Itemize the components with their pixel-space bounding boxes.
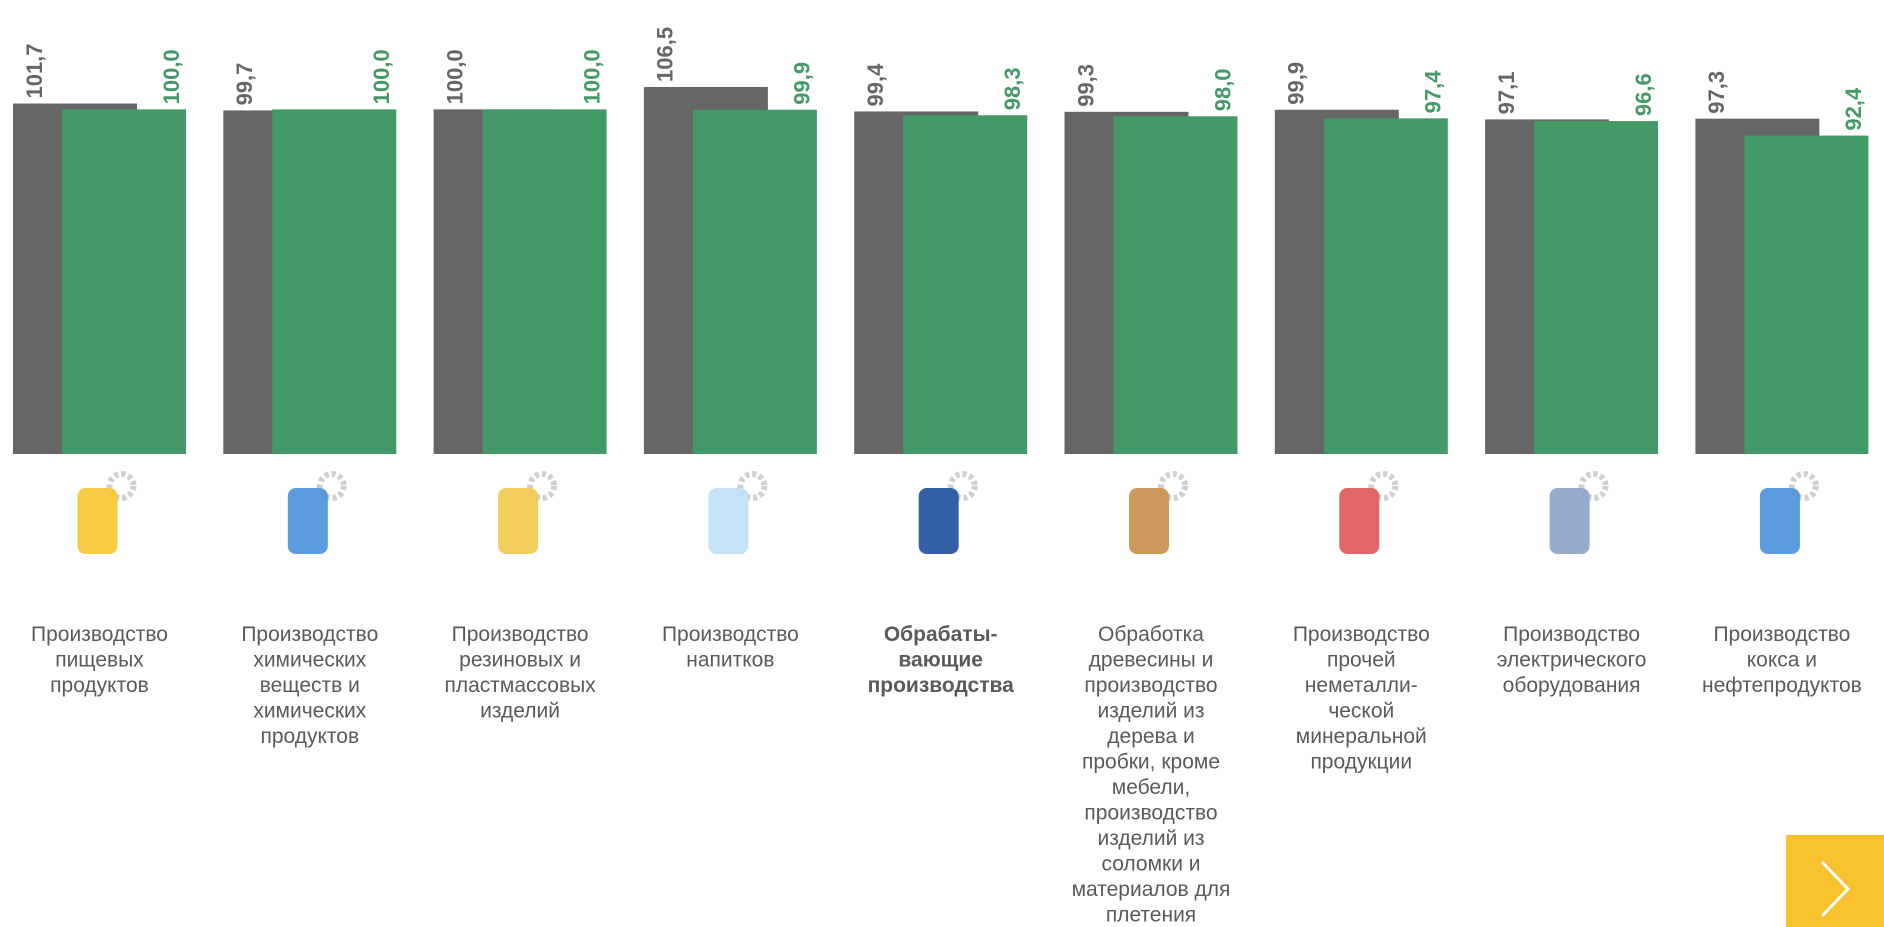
value-label: 99,7	[232, 63, 257, 106]
category-label: Производство	[1293, 623, 1430, 646]
value-label: 98,0	[1210, 68, 1235, 111]
value-label: 96,6	[1631, 73, 1656, 116]
category-label: древесины и	[1089, 649, 1214, 672]
icon-shape	[919, 488, 959, 554]
value-label: 98,3	[1000, 67, 1025, 110]
category-label: напитков	[686, 649, 774, 672]
category-label: вающие	[898, 649, 983, 672]
icons	[78, 474, 1816, 554]
category-label: соломки и	[1101, 853, 1200, 876]
category-label: Производство	[241, 623, 378, 646]
category-label: дерева и	[1107, 725, 1194, 748]
icon-shape	[1550, 488, 1590, 554]
icon-shape	[498, 488, 538, 554]
bar	[272, 109, 396, 454]
bar	[693, 110, 817, 454]
page: 101,7100,0Производствопищевыхпродуктов99…	[0, 0, 1884, 927]
bar	[1114, 116, 1238, 454]
category-label: материалов для	[1072, 878, 1231, 901]
category-label: продукции	[1310, 751, 1412, 774]
category-label: минеральной	[1296, 725, 1427, 748]
icon-shape	[1129, 488, 1169, 554]
bar	[1744, 136, 1868, 454]
category-label: резиновых и	[459, 649, 581, 672]
icon-shape	[708, 488, 748, 554]
category-label: производство	[1084, 802, 1217, 825]
next-button[interactable]	[1786, 835, 1884, 927]
category-label: мебели,	[1112, 776, 1190, 799]
value-label: 100,0	[369, 49, 394, 104]
category-label: Производство	[1713, 623, 1850, 646]
value-label: 99,9	[790, 62, 815, 105]
category-label: производство	[1084, 674, 1217, 697]
category-label: плетения	[1106, 904, 1196, 927]
category-label: пластмассовых	[444, 674, 596, 697]
category-label: Производство	[31, 623, 168, 646]
icon-shape	[288, 488, 328, 554]
bar	[1534, 121, 1658, 454]
category-label: ческой	[1328, 700, 1394, 723]
bar	[62, 109, 186, 454]
category-label: Производство	[452, 623, 589, 646]
value-label: 99,3	[1073, 64, 1098, 107]
category-label: Производство	[1503, 623, 1640, 646]
bar	[483, 109, 607, 454]
icon-shape	[1760, 488, 1800, 554]
value-label: 100,0	[159, 49, 184, 104]
bar	[1324, 118, 1448, 454]
value-label: 101,7	[22, 43, 47, 98]
category-label: электрического	[1497, 649, 1647, 672]
category-label: изделий	[480, 700, 560, 723]
category-label: изделий из	[1097, 827, 1204, 850]
category-label: веществ и	[260, 674, 360, 697]
category-label: пищевых	[55, 649, 144, 672]
category-label: продуктов	[50, 674, 149, 697]
category-label: изделий из	[1097, 700, 1204, 723]
value-label: 99,9	[1284, 62, 1309, 105]
icon-shape	[78, 488, 118, 554]
category-label: пробки, кроме	[1082, 751, 1220, 774]
value-label: 106,5	[653, 27, 678, 82]
category-label: прочей	[1327, 649, 1396, 672]
value-label: 100,0	[442, 49, 467, 104]
bar	[903, 115, 1027, 454]
category-label: химических	[253, 700, 366, 723]
category-label: Обрабаты-	[884, 623, 998, 646]
category-label: Обработка	[1098, 623, 1204, 646]
value-label: 99,4	[863, 63, 888, 107]
value-label: 97,1	[1494, 72, 1519, 115]
icon-shape	[1339, 488, 1379, 554]
value-label: 100,0	[579, 49, 604, 104]
category-label: нефтепродуктов	[1702, 674, 1862, 697]
value-label: 97,3	[1704, 71, 1729, 114]
category-label: оборудования	[1503, 674, 1641, 697]
category-label: продуктов	[260, 725, 359, 748]
category-label: кокса и	[1747, 649, 1817, 672]
value-label: 92,4	[1841, 87, 1866, 131]
value-label: 97,4	[1421, 70, 1446, 114]
category-label: химических	[253, 649, 366, 672]
category-label: производства	[868, 674, 1015, 697]
category-label: неметалли-	[1305, 674, 1418, 697]
category-label: Производство	[662, 623, 799, 646]
chart: 101,7100,0Производствопищевыхпродуктов99…	[0, 0, 1884, 927]
next-button-bg[interactable]	[1786, 835, 1884, 927]
